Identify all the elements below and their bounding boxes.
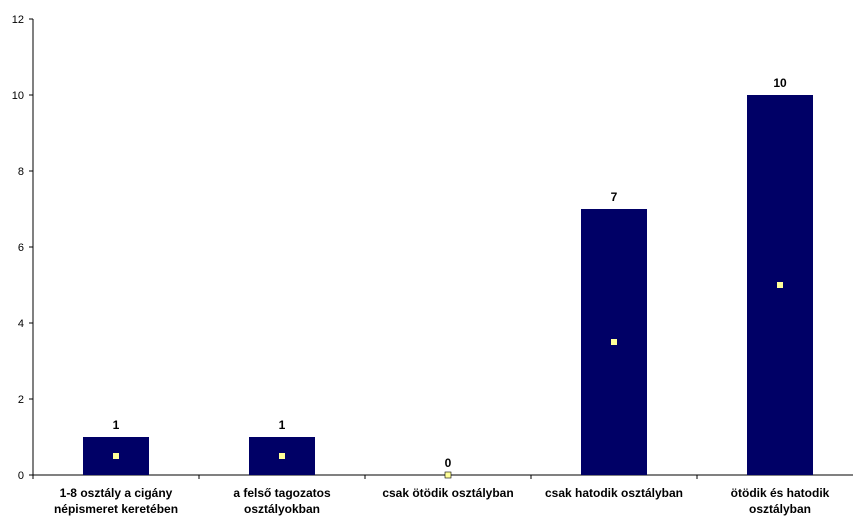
category-label-line: a felső tagozatos (233, 486, 331, 500)
data-label: 7 (611, 190, 618, 204)
y-tick-label: 0 (18, 470, 24, 482)
data-label: 1 (113, 418, 120, 432)
category-label-line: 1-8 osztály a cigány (60, 486, 173, 500)
bar-marker (444, 471, 452, 479)
category-label: csak hatodik osztályban (545, 486, 683, 500)
y-tick-label: 4 (18, 318, 24, 330)
y-tick-label: 8 (18, 166, 24, 178)
data-label: 0 (445, 456, 452, 470)
bar-marker (777, 282, 783, 288)
category-label-line: osztályokban (244, 502, 320, 516)
data-label: 1 (279, 418, 286, 432)
category-label-line: ötödik és hatodik (731, 486, 830, 500)
category-label-line: népismeret keretében (54, 502, 178, 516)
category-label: ötödik és hatodik osztályban (731, 486, 830, 516)
y-tick-label: 2 (18, 394, 24, 406)
y-tick-label: 6 (18, 242, 24, 254)
bar-marker (279, 453, 285, 459)
bar-marker (113, 453, 119, 459)
category-label-line: osztályban (749, 502, 811, 516)
category-label-line: csak hatodik osztályban (545, 486, 683, 500)
category-label: a felső tagozatos osztályokban (233, 486, 331, 516)
category-label: 1-8 osztály a cigány népismeret keretében (54, 486, 178, 516)
category-label-line: csak ötödik osztályban (382, 486, 513, 500)
bars (83, 95, 813, 479)
data-label: 10 (773, 76, 787, 90)
bar-marker (611, 339, 617, 345)
category-label: csak ötödik osztályban (382, 486, 513, 500)
y-tick-label: 10 (12, 90, 24, 102)
labels: 1 1-8 osztály a cigány népismeret keretébe… (54, 76, 830, 516)
y-tick-label: 12 (12, 14, 24, 26)
